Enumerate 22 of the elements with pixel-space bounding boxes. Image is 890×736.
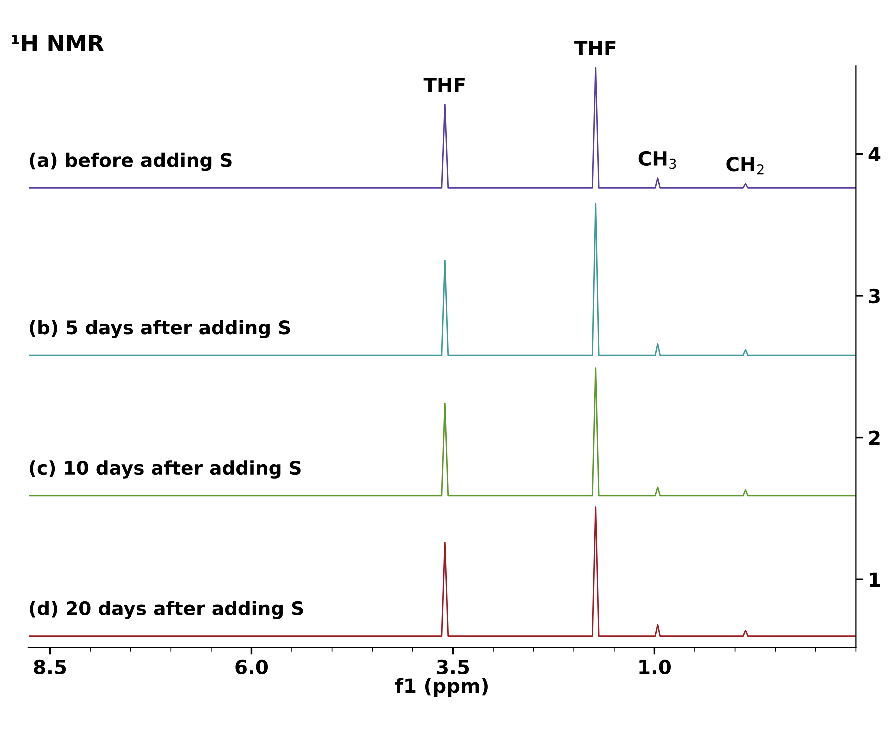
annotation: THF — [424, 78, 465, 92]
line-series — [29, 506, 856, 638]
series-label: (b) 5 days after adding S — [30, 320, 290, 339]
series-label: (a) before adding S — [30, 152, 232, 172]
x-axis-title: f1 (ppm) — [395, 678, 488, 698]
annotation: CH$_{2}$ — [726, 156, 764, 175]
series-label: (d) 20 days after adding S — [30, 601, 304, 620]
x-tick-label: 6.0 — [236, 660, 268, 675]
y-tick-label: 3 — [869, 288, 880, 304]
x-tick-label: 8.5 — [34, 660, 66, 675]
y-tick-label: 1 — [870, 572, 880, 587]
chart-title: ¹H NMR — [12, 35, 104, 52]
line-series — [29, 66, 856, 189]
x-tick-label: 1.0 — [640, 660, 671, 675]
line-series — [29, 203, 856, 356]
line-series — [29, 368, 856, 497]
annotation: THF — [574, 41, 616, 56]
y-tick-label: 4 — [868, 147, 881, 162]
x-tick-label: 3.5 — [437, 660, 470, 675]
series-label: (c) 10 days after adding S — [30, 460, 301, 479]
annotation: CH$_{3}$ — [638, 151, 676, 170]
y-tick-label: 2 — [870, 430, 880, 446]
